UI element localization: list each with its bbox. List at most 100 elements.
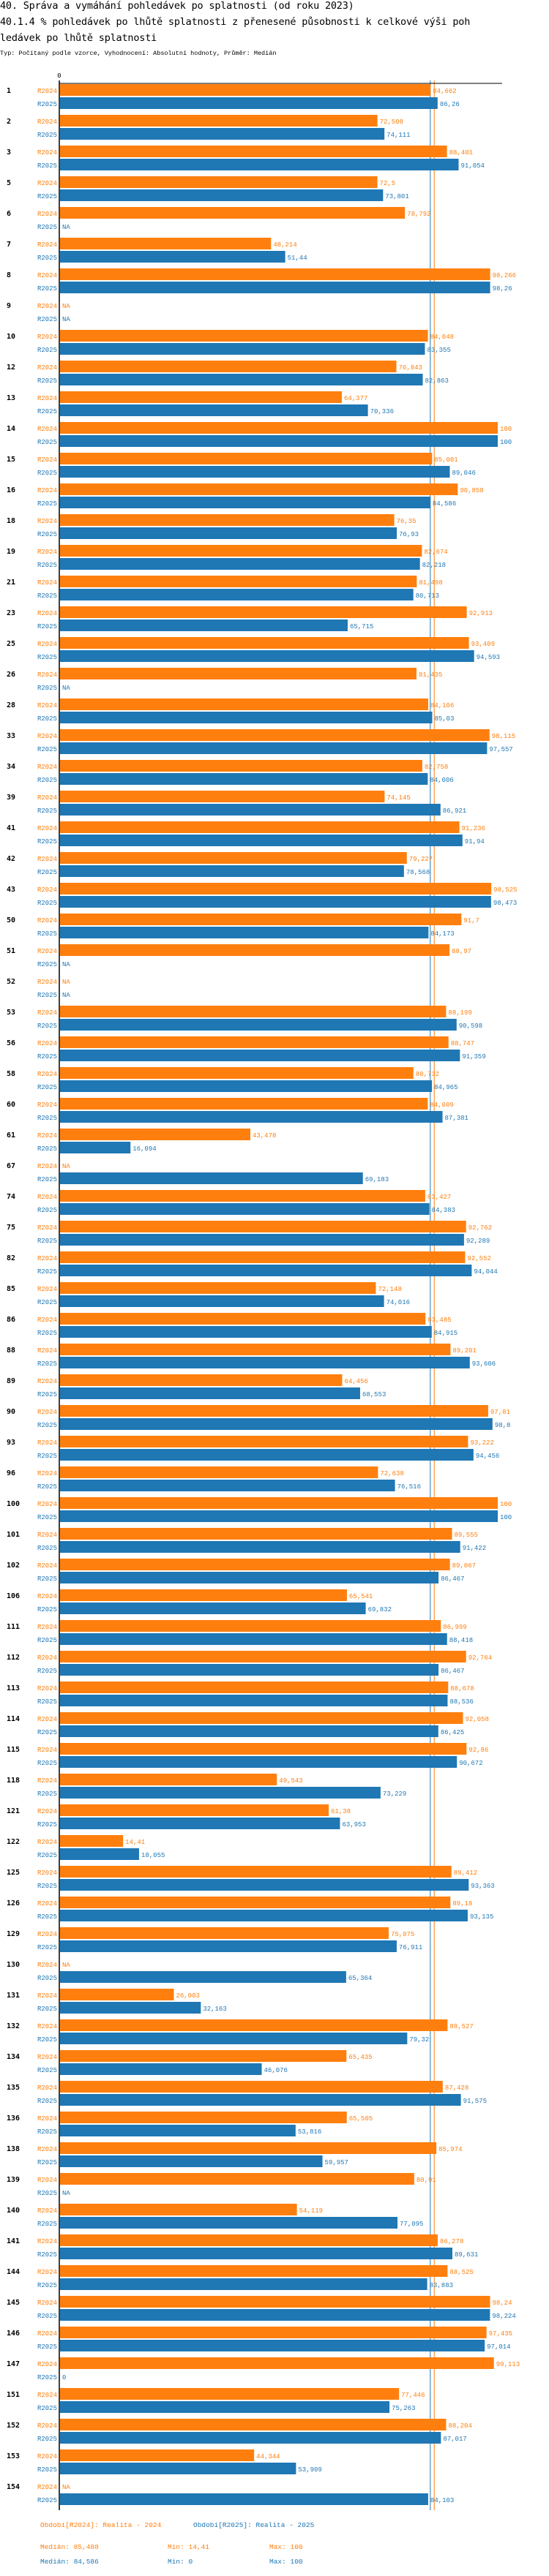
bar-r2024	[60, 2142, 437, 2154]
bar-r2024	[60, 1497, 498, 1509]
data-label-r2025: 84,006	[430, 777, 453, 784]
series-label-r2024: R2024	[37, 149, 57, 157]
data-label-r2025: 94,044	[474, 1268, 497, 1276]
data-label-r2025: 82,863	[425, 377, 449, 385]
series-label-r2025: R2025	[37, 1575, 57, 1583]
series-label-r2024: R2024	[37, 1009, 57, 1017]
series-label-r2024: R2024	[37, 641, 57, 648]
category-label: 15	[7, 456, 15, 464]
series-label-r2024: R2024	[37, 579, 57, 587]
bar-r2024	[60, 1528, 452, 1540]
series-label-r2025: R2025	[37, 1852, 57, 1859]
data-label-r2024: 99,113	[496, 2361, 520, 2368]
series-label-r2024: R2024	[37, 334, 57, 341]
bar-r2025	[60, 2094, 461, 2106]
series-label-r2025: R2025	[37, 992, 57, 999]
data-label-r2024: 76,35	[397, 518, 417, 525]
bar-r2025	[60, 2432, 441, 2444]
series-label-r2025: R2025	[37, 132, 57, 139]
category-label: 121	[7, 1807, 20, 1815]
series-label-r2025: R2025	[37, 1176, 57, 1183]
data-label-r2025: NA	[62, 2190, 70, 2197]
series-label-r2024: R2024	[37, 2300, 57, 2307]
series-label-r2025: R2025	[37, 1422, 57, 1429]
category-label: 3	[7, 148, 11, 157]
bar-r2025	[60, 1142, 131, 1153]
data-label-r2024: 43,478	[253, 1132, 276, 1140]
bar-r2024	[60, 422, 498, 434]
bar-r2025	[60, 2309, 490, 2321]
bar-r2025	[60, 619, 348, 631]
data-label-r2024: 85,974	[438, 2146, 462, 2153]
category-label: 154	[7, 2483, 20, 2491]
bar-r2024	[60, 2112, 347, 2123]
data-label-r2025: 91,054	[461, 162, 485, 170]
category-label: 39	[7, 794, 15, 802]
data-label-r2024: 92,058	[466, 1716, 489, 1723]
series-label-r2024: R2024	[37, 1869, 57, 1877]
data-label-r2024: 88,747	[451, 1040, 474, 1047]
series-label-r2025: R2025	[37, 1545, 57, 1552]
data-label-r2025: 78,568	[406, 869, 430, 876]
bar-r2024	[60, 1866, 452, 1878]
series-label-r2024: R2024	[37, 1747, 57, 1754]
data-label-r2025: 82,218	[422, 562, 446, 569]
category-label: 61	[7, 1131, 15, 1140]
series-label-r2024: R2024	[37, 395, 57, 402]
data-label-r2024: 81,498	[419, 579, 442, 587]
data-label-r2025: 86,921	[443, 807, 466, 815]
series-label-r2024: R2024	[37, 1992, 57, 2000]
data-label-r2025: 63,953	[342, 1821, 365, 1829]
bar-r2025	[60, 1418, 493, 1430]
series-label-r2025: R2025	[37, 2466, 57, 2474]
data-label-r2025: 87,381	[445, 1115, 468, 1122]
data-label-r2025: 77,095	[400, 2221, 423, 2228]
data-label-r2024: 92,86	[468, 1747, 488, 1754]
series-label-r2025: R2025	[37, 2098, 57, 2105]
category-label: 118	[7, 1777, 20, 1785]
data-label-r2024: NA	[62, 979, 70, 986]
bar-r2024	[60, 207, 406, 219]
bar-r2024	[60, 1344, 451, 1355]
data-label-r2024: 65,541	[349, 1593, 373, 1600]
series-label-r2025: R2025	[37, 1729, 57, 1736]
data-label-r2025: 93,606	[472, 1360, 496, 1368]
data-label-r2024: 65,505	[349, 2115, 373, 2123]
series-label-r2025: R2025	[37, 1944, 57, 1951]
bar-r2024	[60, 2388, 400, 2400]
series-label-r2025: R2025	[37, 2374, 57, 2381]
bar-r2025	[60, 927, 429, 938]
series-label-r2024: R2024	[37, 2084, 57, 2092]
legend-r2025-max: Max: 100	[269, 2558, 303, 2566]
category-label: 1	[7, 87, 11, 95]
data-label-r2025: 65,364	[348, 1975, 372, 1982]
data-label-r2025: 94,456	[476, 1453, 499, 1460]
category-label: 42	[7, 855, 15, 863]
bar-r2025	[60, 1664, 439, 1676]
bar-r2024	[60, 1221, 466, 1232]
series-label-r2025: R2025	[37, 654, 57, 661]
category-label: 19	[7, 548, 15, 556]
data-label-r2024: 72,148	[378, 1286, 401, 1293]
series-label-r2025: R2025	[37, 224, 57, 231]
series-label-r2025: R2025	[37, 838, 57, 846]
data-label-r2024: 85,001	[434, 456, 458, 464]
bar-r2024	[60, 2204, 297, 2215]
series-label-r2024: R2024	[37, 1470, 57, 1477]
series-label-r2024: R2024	[37, 1132, 57, 1140]
bar-r2024	[60, 2173, 414, 2185]
data-label-r2024: 26,003	[176, 1992, 199, 2000]
series-label-r2025: R2025	[37, 1330, 57, 1337]
bar-r2025	[60, 2155, 323, 2167]
data-label-r2025: 100	[500, 1514, 512, 1521]
bar-r2024	[60, 391, 342, 403]
series-label-r2025: R2025	[37, 930, 57, 938]
bar-r2024	[60, 668, 417, 679]
bar-r2025	[60, 1572, 439, 1583]
bar-r2024	[60, 637, 469, 649]
category-label: 23	[7, 609, 15, 617]
data-label-r2025: 84,383	[432, 1207, 455, 1214]
series-label-r2025: R2025	[37, 255, 57, 262]
data-label-r2024: 92,552	[467, 1255, 490, 1262]
data-label-r2025: NA	[62, 992, 70, 999]
